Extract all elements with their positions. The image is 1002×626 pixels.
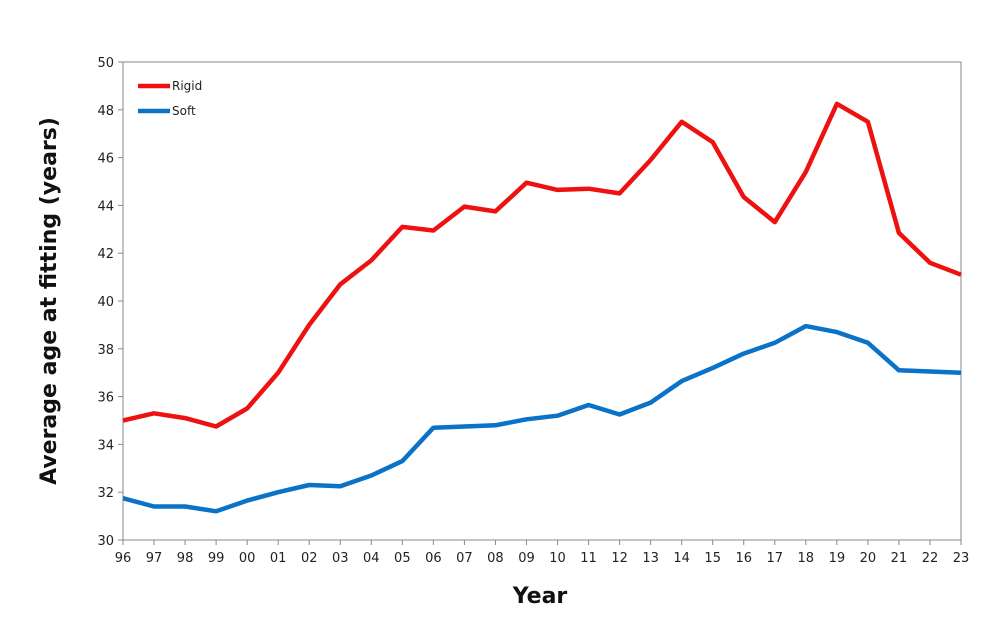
x-axis-title: Year bbox=[512, 584, 568, 609]
y-tick-label: 50 bbox=[97, 56, 114, 71]
y-tick-label: 48 bbox=[97, 104, 114, 119]
legend-label-rigid: Rigid bbox=[172, 79, 202, 93]
x-tick-label: 16 bbox=[735, 551, 752, 566]
x-tick-label: 05 bbox=[394, 551, 411, 566]
x-tick-label: 04 bbox=[363, 551, 380, 566]
y-tick-label: 32 bbox=[97, 486, 114, 501]
x-tick-label: 02 bbox=[301, 551, 318, 566]
x-axis: 96 97 98 99 00 01 02 03 04 05 06 07 08 09 10 11 12 13 14 15… bbox=[115, 540, 970, 566]
x-tick-label: 00 bbox=[239, 551, 256, 566]
x-tick-label: 09 bbox=[518, 551, 535, 566]
x-tick-label: 14 bbox=[673, 551, 690, 566]
y-tick-label: 46 bbox=[97, 152, 114, 167]
series-line-soft bbox=[122, 323, 962, 514]
x-tick-label: 13 bbox=[642, 551, 659, 566]
y-tick-label: 34 bbox=[97, 438, 114, 453]
y-tick-label: 36 bbox=[97, 391, 114, 406]
x-tick-label: 15 bbox=[704, 551, 721, 566]
x-tick-label: 22 bbox=[922, 551, 939, 566]
x-tick-label: 96 bbox=[115, 551, 132, 566]
y-tick-label: 30 bbox=[97, 534, 114, 549]
y-axis: 30 32 34 36 38 40 42 44 46 48 50 bbox=[97, 56, 123, 549]
y-axis-title: Average age at fitting (years) bbox=[37, 117, 62, 485]
y-tick-label: 38 bbox=[97, 343, 114, 358]
x-tick-label: 21 bbox=[891, 551, 908, 566]
y-tick-label: 42 bbox=[97, 247, 114, 262]
x-tick-label: 20 bbox=[860, 551, 877, 566]
legend: Rigid Soft bbox=[138, 79, 202, 118]
x-tick-label: 12 bbox=[611, 551, 628, 566]
x-tick-label: 99 bbox=[208, 551, 225, 566]
x-tick-label: 10 bbox=[549, 551, 566, 566]
x-tick-label: 18 bbox=[798, 551, 815, 566]
x-tick-label: 03 bbox=[332, 551, 349, 566]
x-tick-label: 17 bbox=[767, 551, 784, 566]
x-tick-label: 23 bbox=[953, 551, 970, 566]
series-layer bbox=[122, 101, 962, 514]
x-tick-label: 11 bbox=[580, 551, 597, 566]
x-tick-label: 98 bbox=[177, 551, 194, 566]
series-line-rigid bbox=[122, 101, 962, 429]
y-tick-label: 40 bbox=[97, 295, 114, 310]
x-tick-label: 06 bbox=[425, 551, 442, 566]
x-tick-label: 19 bbox=[829, 551, 846, 566]
y-tick-label: 44 bbox=[97, 199, 114, 214]
x-tick-label: 08 bbox=[487, 551, 504, 566]
legend-label-soft: Soft bbox=[172, 104, 196, 118]
x-tick-label: 97 bbox=[146, 551, 163, 566]
x-tick-label: 01 bbox=[270, 551, 287, 566]
x-tick-label: 07 bbox=[456, 551, 473, 566]
